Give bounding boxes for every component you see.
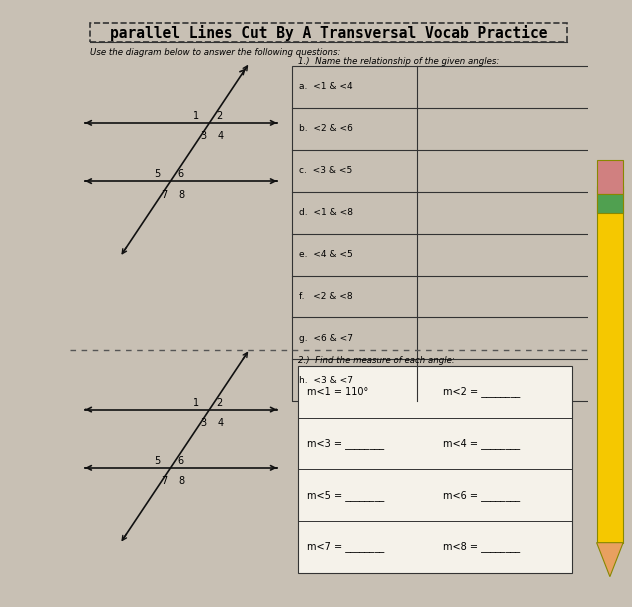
Bar <box>597 160 623 194</box>
Text: 8: 8 <box>178 476 185 486</box>
Text: m<4 = ________: m<4 = ________ <box>442 438 520 449</box>
Text: 1: 1 <box>193 398 199 408</box>
Text: b.  <2 & <6: b. <2 & <6 <box>298 124 353 133</box>
Bar <box>293 66 632 401</box>
Bar <box>90 22 567 42</box>
Text: c.  <3 & <5: c. <3 & <5 <box>298 166 352 175</box>
Text: m<6 = ________: m<6 = ________ <box>442 490 520 501</box>
Text: m<3 = ________: m<3 = ________ <box>307 438 384 449</box>
Text: 3: 3 <box>200 131 207 141</box>
Text: m<5 = ________: m<5 = ________ <box>307 490 384 501</box>
Polygon shape <box>597 543 623 577</box>
Text: parallel Lines Cut By A Transversal Vocab Practice: parallel Lines Cut By A Transversal Voca… <box>110 24 547 41</box>
Text: 6: 6 <box>177 456 183 466</box>
Text: 2: 2 <box>216 111 222 121</box>
Text: d.  <1 & <8: d. <1 & <8 <box>298 208 353 217</box>
Text: 2: 2 <box>216 398 222 408</box>
Text: 8: 8 <box>178 189 185 200</box>
Text: m<2 = ________: m<2 = ________ <box>442 386 520 397</box>
Text: 3: 3 <box>200 418 207 428</box>
Text: g.  <6 & <7: g. <6 & <7 <box>298 334 353 343</box>
Text: f.   <2 & <8: f. <2 & <8 <box>298 292 352 301</box>
Text: h.  <3 & <7: h. <3 & <7 <box>298 376 353 385</box>
Text: m<7 = ________: m<7 = ________ <box>307 541 384 552</box>
Text: 4: 4 <box>217 418 223 428</box>
Text: m<8 = ________: m<8 = ________ <box>442 541 520 552</box>
Text: 5: 5 <box>154 456 161 466</box>
Bar <box>597 194 623 214</box>
Text: m<1 = 110°: m<1 = 110° <box>307 387 368 397</box>
Text: 7: 7 <box>162 189 167 200</box>
Text: Use the diagram below to answer the following questions:: Use the diagram below to answer the foll… <box>90 49 341 58</box>
Text: 1.)  Name the relationship of the given angles:: 1.) Name the relationship of the given a… <box>298 56 499 66</box>
Bar <box>597 186 623 543</box>
Text: a.  <1 & <4: a. <1 & <4 <box>298 82 352 91</box>
Text: 4: 4 <box>217 131 223 141</box>
Text: 2.)  Find the measure of each angle:: 2.) Find the measure of each angle: <box>298 356 454 365</box>
Text: 1: 1 <box>193 111 199 121</box>
Text: 7: 7 <box>162 476 167 486</box>
Text: 6: 6 <box>177 169 183 180</box>
Text: e.  <4 & <5: e. <4 & <5 <box>298 250 352 259</box>
Text: 5: 5 <box>154 169 161 180</box>
Bar <box>298 366 572 573</box>
